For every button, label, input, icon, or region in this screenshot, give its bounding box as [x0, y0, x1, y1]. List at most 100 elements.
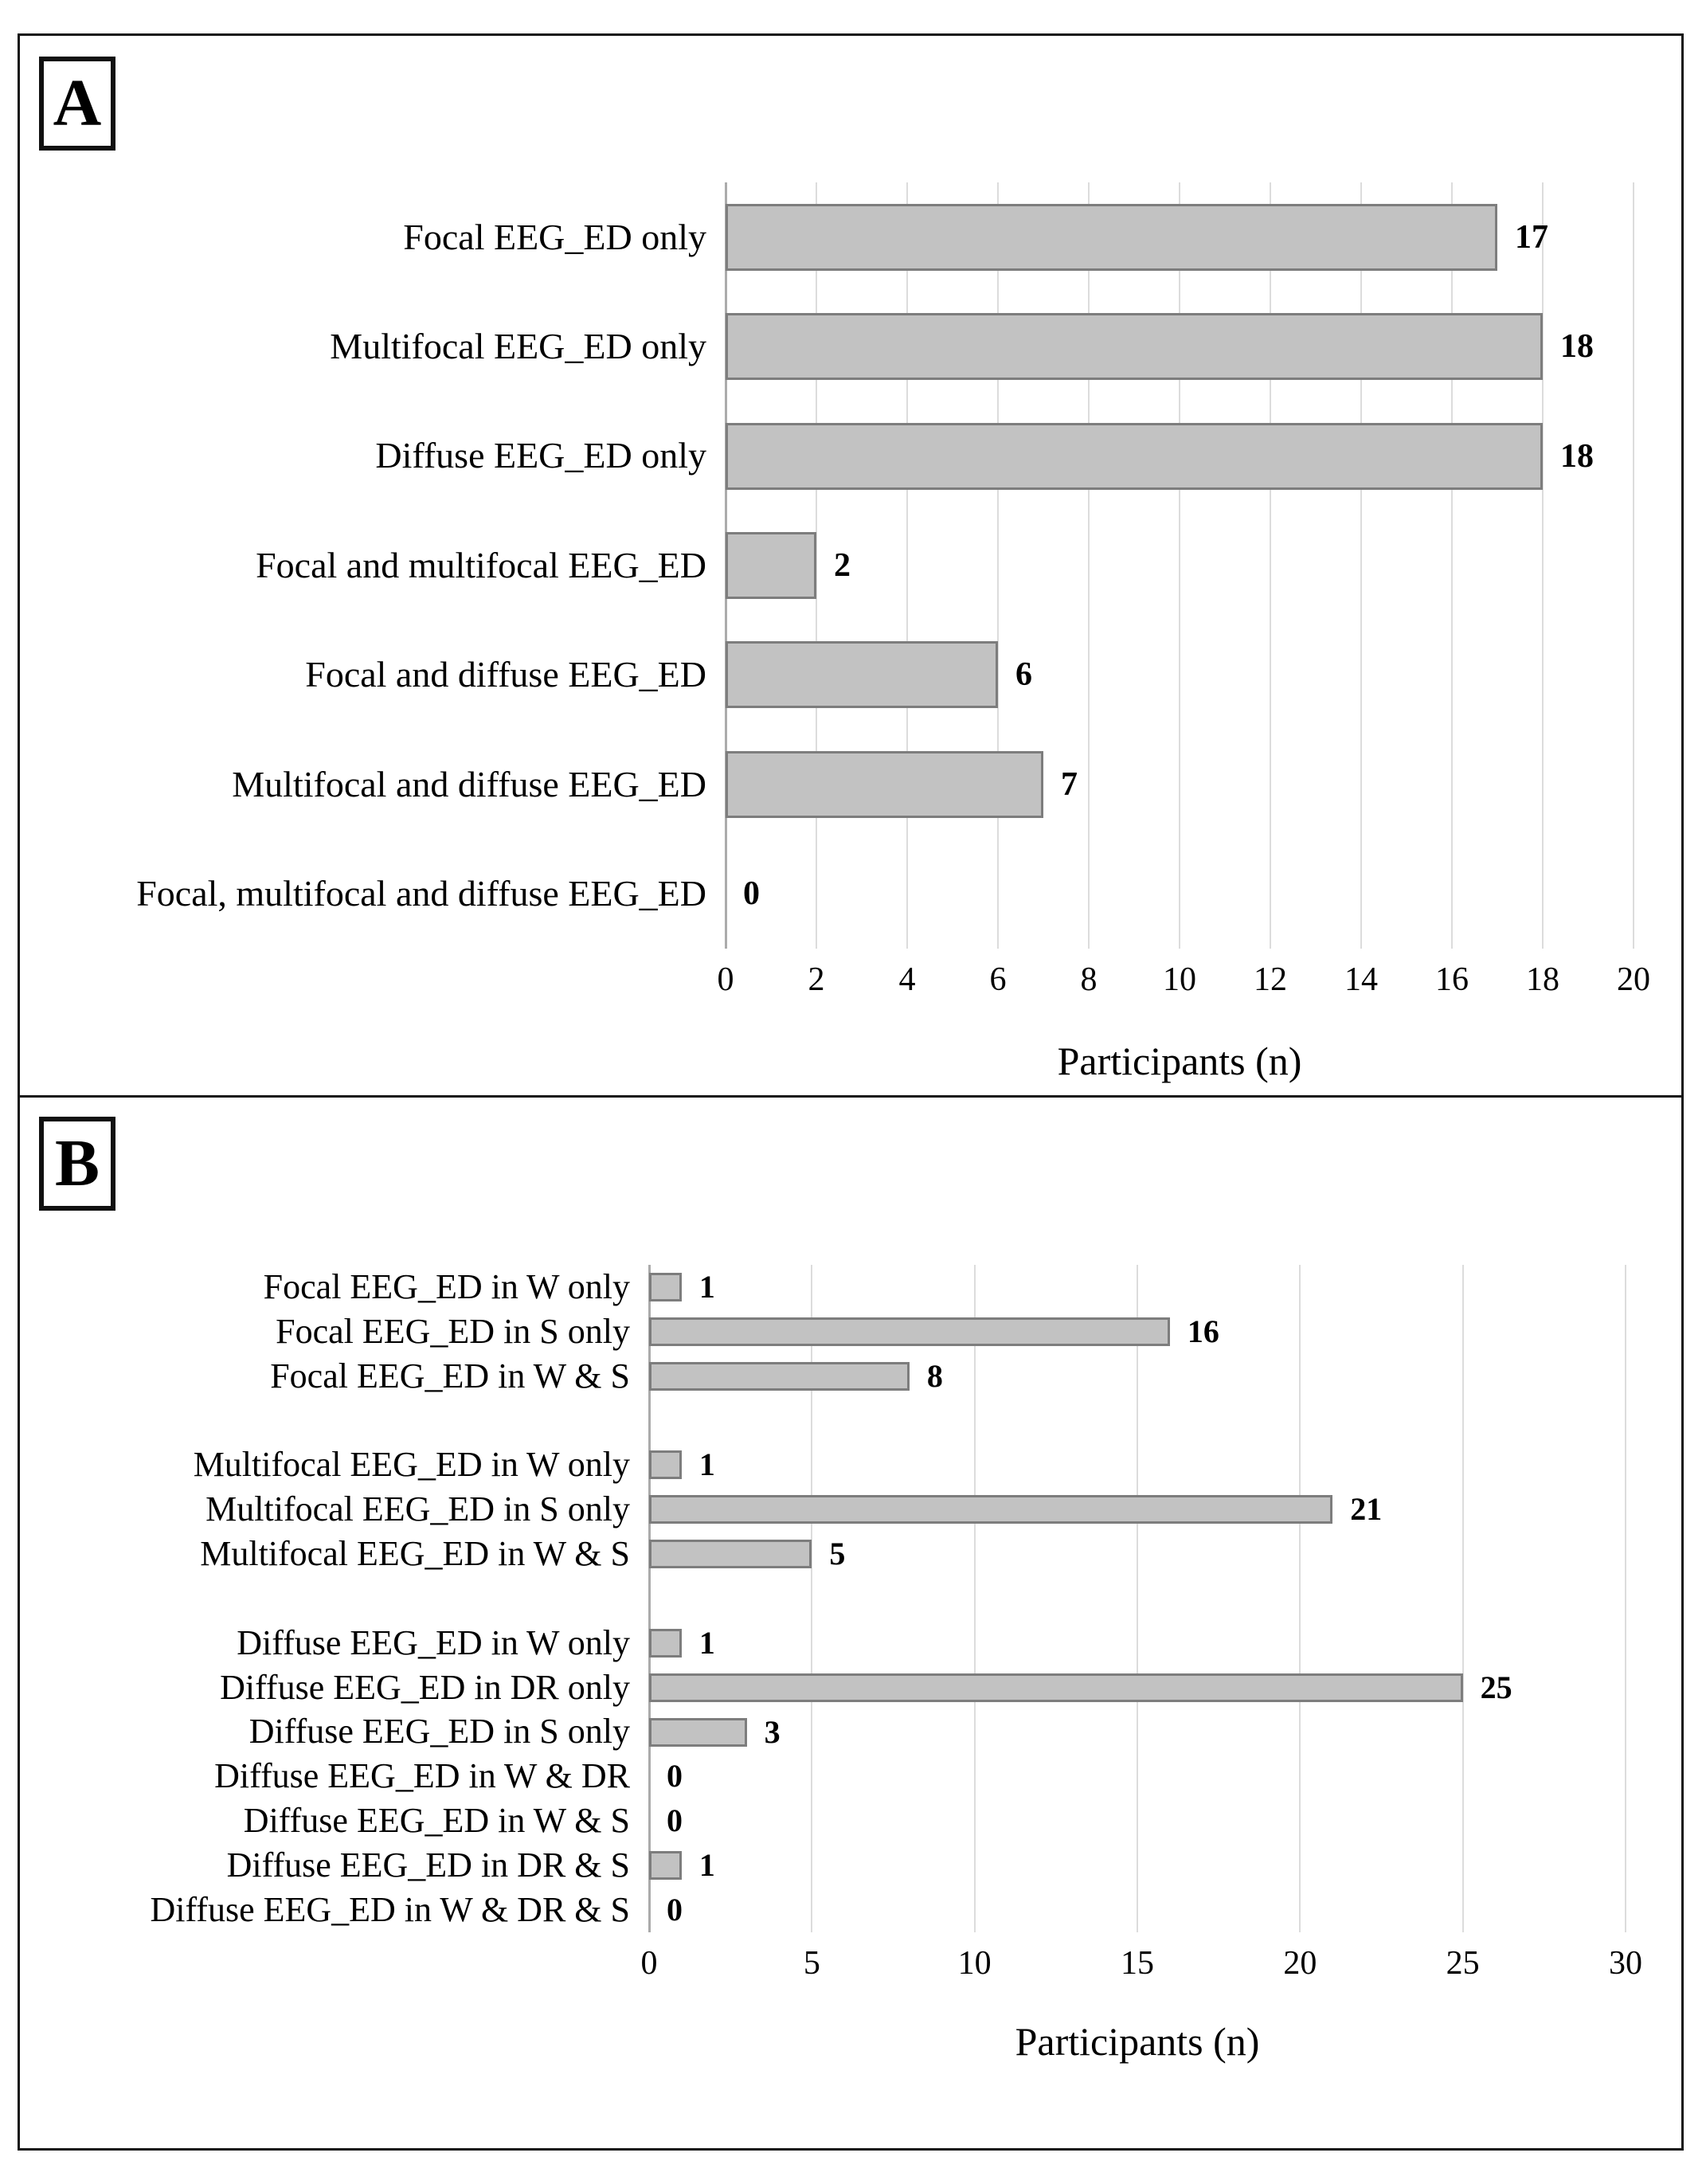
bar-value-label: 18: [1560, 328, 1594, 366]
gridline: [906, 182, 908, 949]
x-tick-label: 30: [1609, 1945, 1642, 1982]
bar-row: Focal, multifocal and diffuse EEG_ED 0: [136, 840, 1634, 949]
panel-a-tag-label: A: [53, 66, 102, 140]
x-tick-label: 12: [1254, 961, 1287, 998]
gridline: [1299, 1265, 1301, 1932]
bar-value-label: 1: [698, 1624, 715, 1661]
group-gap: [649, 1576, 1626, 1621]
panel-a-x-axis-title: Participants (n): [1057, 1039, 1302, 1083]
bar-row: Focal and multifocal EEG_ED 2: [256, 511, 1634, 620]
gridline: [1633, 182, 1634, 949]
panel-b-bar-rows: Focal EEG_ED in W only 1 Focal EEG_ED in S…: [150, 1265, 1626, 1932]
bar-value-label: 16: [1187, 1313, 1219, 1349]
category-label: Multifocal and diffuse EEG_ED: [232, 763, 706, 804]
bar-row: Focal EEG_ED in W & S 8: [270, 1354, 1626, 1399]
bar: [649, 1272, 682, 1301]
panel-b-tag: B: [39, 1117, 115, 1211]
y-axis-line: [648, 1265, 651, 1932]
x-tick-label: 14: [1344, 961, 1378, 998]
bar-value-label: 8: [926, 1357, 943, 1394]
category-label: Focal EEG_ED in S only: [276, 1311, 630, 1351]
panel-b-x-axis-title: Participants (n): [1015, 2019, 1260, 2064]
gridline: [1625, 1265, 1626, 1932]
bar-value-label: 17: [1515, 218, 1548, 256]
x-tick-label: 18: [1526, 961, 1559, 998]
category-label: Multifocal EEG_ED only: [330, 325, 706, 366]
bar-value-label: 1: [698, 1446, 715, 1483]
bar: [726, 641, 998, 709]
bar-value-label: 0: [667, 1891, 683, 1928]
bar-row: Diffuse EEG_ED in W & DR & S 0: [150, 1888, 1626, 1932]
bar-value-label: 25: [1480, 1669, 1512, 1705]
bar: [649, 1851, 682, 1881]
group-gap: [649, 1399, 1626, 1443]
category-label: Multifocal EEG_ED in W only: [193, 1445, 630, 1485]
x-tick-label: 10: [957, 1945, 992, 1982]
bar: [649, 1540, 812, 1569]
bar-value-label: 1: [698, 1268, 715, 1305]
gridline: [973, 1265, 976, 1932]
x-tick-label: 20: [1617, 961, 1650, 998]
panel-a: A Focal EEG_ED only 17 Multifocal EEG_ED o…: [20, 36, 1681, 1098]
bar-row: Diffuse EEG_ED in W only 1: [237, 1621, 1626, 1665]
bar: [726, 750, 1043, 818]
category-label: Focal EEG_ED in W only: [263, 1266, 630, 1306]
bar-value-label: 7: [1061, 765, 1078, 803]
gridline: [1137, 1265, 1138, 1932]
bar: [726, 203, 1497, 271]
panel-a-bar-rows: Focal EEG_ED only 17 Multifocal EEG_ED onl…: [136, 182, 1634, 949]
panel-b-tag-label: B: [54, 1126, 100, 1200]
bar-row: Focal and diffuse EEG_ED 6: [305, 620, 1634, 730]
x-tick-label: 15: [1121, 1945, 1154, 1982]
bar-row: Multifocal EEG_ED in S only 21: [205, 1487, 1626, 1532]
x-tick-label: 16: [1435, 961, 1469, 998]
gridline: [811, 1265, 813, 1932]
bar-value-label: 18: [1560, 437, 1594, 475]
bar-value-label: 2: [834, 546, 851, 584]
category-label: Focal and diffuse EEG_ED: [305, 654, 706, 695]
panel-b-plot-area: Focal EEG_ED in W only 1 Focal EEG_ED in S…: [150, 1265, 1626, 1932]
bar-value-label: 1: [698, 1847, 715, 1884]
category-label: Diffuse EEG_ED only: [375, 435, 706, 476]
category-label: Focal EEG_ED only: [403, 216, 706, 257]
x-tick-label: 6: [989, 961, 1007, 998]
category-label: Multifocal EEG_ED in S only: [205, 1489, 630, 1529]
gridline: [1360, 182, 1362, 949]
bar: [649, 1628, 682, 1658]
bar-value-label: 0: [667, 1758, 683, 1795]
x-tick-label: 10: [1163, 961, 1196, 998]
category-label: Diffuse EEG_ED in W & S: [243, 1801, 630, 1841]
bar-value-label: 21: [1350, 1491, 1383, 1528]
panel-a-tag: A: [39, 57, 115, 151]
category-label: Focal, multifocal and diffuse EEG_ED: [136, 873, 706, 914]
category-label: Diffuse EEG_ED in DR only: [220, 1667, 630, 1707]
bar-row: Multifocal EEG_ED only 18: [330, 292, 1634, 401]
bar-row: Focal EEG_ED only 17: [403, 182, 1634, 292]
x-tick-label: 2: [808, 961, 825, 998]
figure-frame: A Focal EEG_ED only 17 Multifocal EEG_ED o…: [18, 33, 1684, 2151]
category-label: Diffuse EEG_ED in W & DR & S: [150, 1889, 630, 1929]
x-tick-label: 0: [717, 961, 734, 998]
category-label: Diffuse EEG_ED in W & DR: [214, 1756, 630, 1796]
bar-row: Diffuse EEG_ED in DR & S 1: [227, 1843, 1626, 1888]
bar: [649, 1361, 910, 1391]
gridline: [997, 182, 999, 949]
bar-row: Diffuse EEG_ED in W & S 0: [244, 1798, 1626, 1843]
gridline: [1270, 182, 1271, 949]
bar-row: Focal EEG_ED in W only 1: [264, 1265, 1626, 1309]
x-tick-label: 0: [640, 1945, 658, 1982]
category-label: Focal and multifocal EEG_ED: [256, 544, 706, 585]
panel-b-gridlines: [648, 1265, 1626, 1932]
category-label: Diffuse EEG_ED in S only: [248, 1712, 630, 1752]
bar: [649, 1495, 1333, 1524]
bar-row: Multifocal EEG_ED in W & S 5: [200, 1532, 1626, 1576]
panel-a-plot-area: Focal EEG_ED only 17 Multifocal EEG_ED onl…: [136, 182, 1634, 949]
bar-row: Focal EEG_ED in S only 16: [276, 1309, 1626, 1354]
bar: [649, 1673, 1463, 1702]
category-label: Focal EEG_ED in W & S: [270, 1356, 630, 1395]
bar-value-label: 5: [829, 1536, 846, 1572]
x-tick-label: 5: [803, 1945, 820, 1982]
bar: [726, 531, 816, 599]
panel-b-x-axis-ticks: 0 5 10 15 20 25 30: [641, 1945, 1643, 1986]
bar-value-label: 6: [1015, 656, 1032, 694]
